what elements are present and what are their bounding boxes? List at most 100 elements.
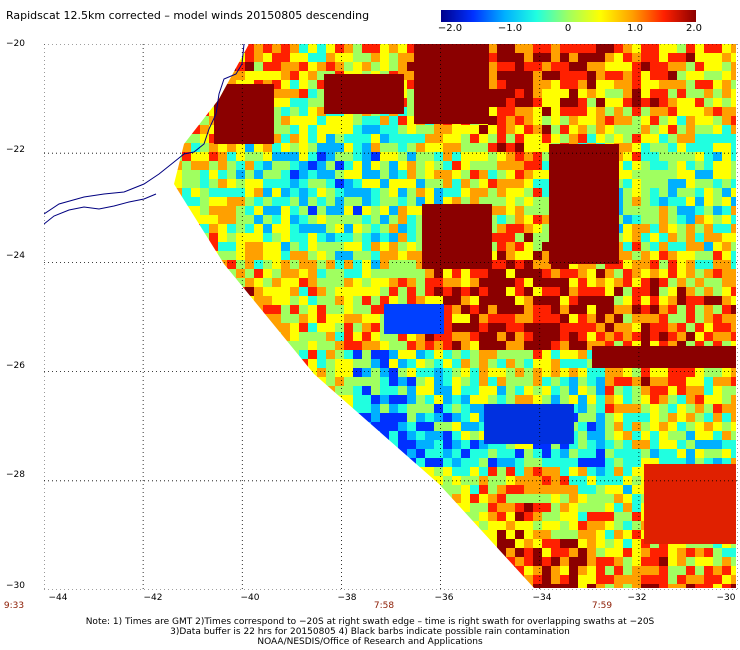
wind-cell (407, 197, 416, 206)
wind-cell (677, 395, 686, 404)
wind-cell (461, 431, 470, 440)
wind-cell (587, 44, 596, 53)
wind-cell (524, 359, 533, 368)
wind-cell (515, 188, 524, 197)
wind-cell (191, 341, 200, 350)
wind-cell (623, 179, 632, 188)
wind-cell (272, 296, 281, 305)
wind-cell (299, 404, 308, 413)
wind-cell (515, 215, 524, 224)
wind-cell (713, 71, 722, 80)
wind-cell (587, 269, 596, 278)
wind-cell (344, 359, 353, 368)
wind-cell (443, 296, 452, 305)
wind-cell (677, 377, 686, 386)
wind-cell (731, 377, 736, 386)
wind-cell (317, 305, 326, 314)
wind-cell (524, 548, 533, 557)
wind-cell (281, 503, 290, 512)
wind-cell (515, 71, 524, 80)
wind-cell (587, 98, 596, 107)
wind-cell (227, 458, 236, 467)
wind-cell (290, 422, 299, 431)
wind-cell (578, 260, 587, 269)
wind-cell (650, 278, 659, 287)
wind-cell (245, 53, 254, 62)
wind-cell (515, 458, 524, 467)
wind-cell (722, 197, 731, 206)
wind-cell (272, 233, 281, 242)
wind-cell (506, 530, 515, 539)
wind-cell (533, 485, 542, 494)
wind-cell (398, 494, 407, 503)
wind-cell (344, 224, 353, 233)
wind-cell (416, 233, 425, 242)
wind-cell (182, 539, 191, 548)
wind-cell (245, 575, 254, 584)
wind-cell (263, 494, 272, 503)
wind-cell (704, 152, 713, 161)
wind-cell (443, 485, 452, 494)
wind-cell (326, 53, 335, 62)
wind-cell (254, 377, 263, 386)
wind-cell (326, 296, 335, 305)
wind-cell (308, 80, 317, 89)
wind-cell (479, 134, 488, 143)
wind-cell (290, 350, 299, 359)
wind-cell (605, 296, 614, 305)
wind-cell (587, 575, 596, 584)
wind-cell (587, 107, 596, 116)
wind-cell (335, 341, 344, 350)
wind-cell (587, 80, 596, 89)
wind-cell (227, 467, 236, 476)
wind-cell (533, 503, 542, 512)
wind-cell (371, 287, 380, 296)
wind-cell (497, 53, 506, 62)
wind-cell (362, 368, 371, 377)
wind-cell (515, 314, 524, 323)
wind-cell (164, 584, 173, 590)
wind-cell (425, 368, 434, 377)
wind-cell (317, 449, 326, 458)
wind-cell (461, 530, 470, 539)
wind-cell (371, 368, 380, 377)
wind-cell (596, 107, 605, 116)
wind-cell (308, 197, 317, 206)
wind-cell (596, 332, 605, 341)
wind-cell (605, 548, 614, 557)
wind-cell (659, 395, 668, 404)
wind-cell (254, 548, 263, 557)
wind-cell (416, 503, 425, 512)
wind-cell (254, 575, 263, 584)
wind-cell (326, 44, 335, 53)
wind-cell (317, 575, 326, 584)
wind-cell (542, 341, 551, 350)
footnotes: Note: 1) Times are GMT 2)Times correspon… (0, 617, 740, 647)
wind-cell (497, 188, 506, 197)
wind-cell (587, 512, 596, 521)
wind-cell (560, 359, 569, 368)
wind-cell (299, 395, 308, 404)
wind-cell (164, 350, 173, 359)
wind-cell (641, 440, 650, 449)
wind-cell (722, 458, 731, 467)
wind-cell (182, 71, 191, 80)
wind-cell (434, 476, 443, 485)
wind-cell (254, 350, 263, 359)
wind-cell (245, 350, 254, 359)
wind-cell (623, 440, 632, 449)
wind-cell (614, 332, 623, 341)
wind-cell (614, 413, 623, 422)
wind-cell (542, 503, 551, 512)
wind-cell (722, 233, 731, 242)
wind-cell (434, 134, 443, 143)
wind-cell (722, 584, 731, 588)
wind-cell (623, 530, 632, 539)
wind-cell (605, 395, 614, 404)
wind-cell (524, 107, 533, 116)
wind-cell (461, 575, 470, 584)
wind-cell (191, 233, 200, 242)
wind-cell (281, 539, 290, 548)
wind-cell (713, 377, 722, 386)
wind-cell (290, 431, 299, 440)
